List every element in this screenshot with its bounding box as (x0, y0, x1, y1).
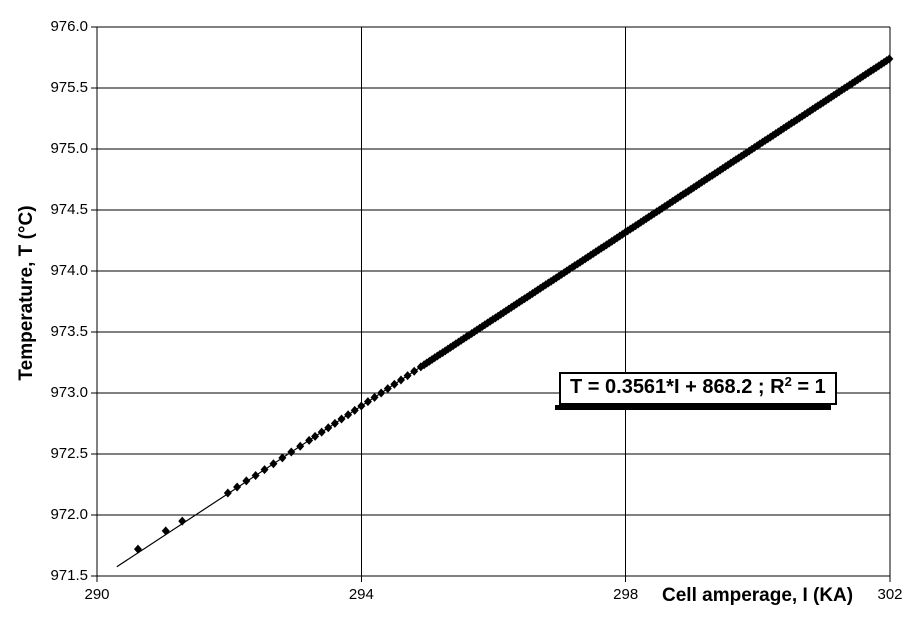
y-tick-label: 974.0 (50, 262, 88, 279)
data-point-diamond (296, 441, 305, 451)
data-point-diamond (178, 516, 187, 526)
trendline-equation-superscript: 2 (784, 374, 792, 389)
trendline-equation-tail: = 1 (791, 376, 826, 398)
y-axis-title: Temperature, T (°C) (16, 205, 37, 381)
data-point-diamond (390, 379, 399, 389)
y-tick-label: 971.5 (50, 567, 88, 584)
data-point-diamond (161, 526, 170, 536)
data-point-diamond (377, 388, 386, 398)
y-tick-label: 973.5 (50, 323, 88, 340)
data-point-diamond (311, 431, 320, 441)
data-point-diamond (885, 54, 894, 64)
x-tick-label: 294 (348, 586, 374, 603)
x-tick-label: 302 (877, 586, 903, 603)
data-point-diamond (363, 397, 372, 407)
y-tick-label: 976.0 (50, 18, 88, 35)
data-point-diamond (410, 366, 419, 376)
data-point-diamond (269, 459, 278, 469)
x-tick-label: 290 (84, 586, 110, 603)
data-point-diamond (251, 471, 260, 481)
data-point-diamond (233, 482, 242, 492)
trendline-equation-text: T = 0.3561*I + 868.2 ; R (570, 376, 785, 398)
data-point-diamond (223, 488, 232, 498)
data-point-diamond (357, 401, 366, 411)
y-tick-label: 972.5 (50, 445, 88, 462)
y-tick-label: 973.0 (50, 384, 88, 401)
y-tick-label: 975.0 (50, 140, 88, 157)
data-point-diamond (305, 435, 314, 445)
data-point-diamond (317, 427, 326, 437)
data-point-diamond (350, 405, 359, 415)
data-point-diamond (133, 544, 142, 554)
data-point-diamond (330, 418, 339, 428)
data-point-diamond (260, 465, 269, 475)
x-tick-label: 298 (613, 586, 639, 603)
data-point-diamond (242, 476, 251, 486)
data-point-diamond (403, 371, 412, 381)
trendline-equation-box: T = 0.3561*I + 868.2 ; R2 = 1 (555, 372, 837, 410)
data-point-diamond (324, 423, 333, 433)
data-point-diamond (583, 252, 592, 262)
y-tick-label: 974.5 (50, 201, 88, 218)
y-tick-label: 972.0 (50, 506, 88, 523)
data-point-diamond (507, 302, 516, 312)
data-point-diamond (370, 392, 379, 402)
data-point-diamond (337, 414, 346, 424)
data-point-diamond (776, 125, 785, 135)
y-tick-label: 975.5 (50, 79, 88, 96)
data-point-diamond (344, 410, 353, 420)
data-point-diamond (383, 384, 392, 394)
data-point-diamond (287, 447, 296, 457)
x-axis-title: Cell amperage, I (KA) (662, 585, 854, 606)
data-point-diamond (396, 375, 405, 385)
data-point-diamond (278, 453, 287, 463)
